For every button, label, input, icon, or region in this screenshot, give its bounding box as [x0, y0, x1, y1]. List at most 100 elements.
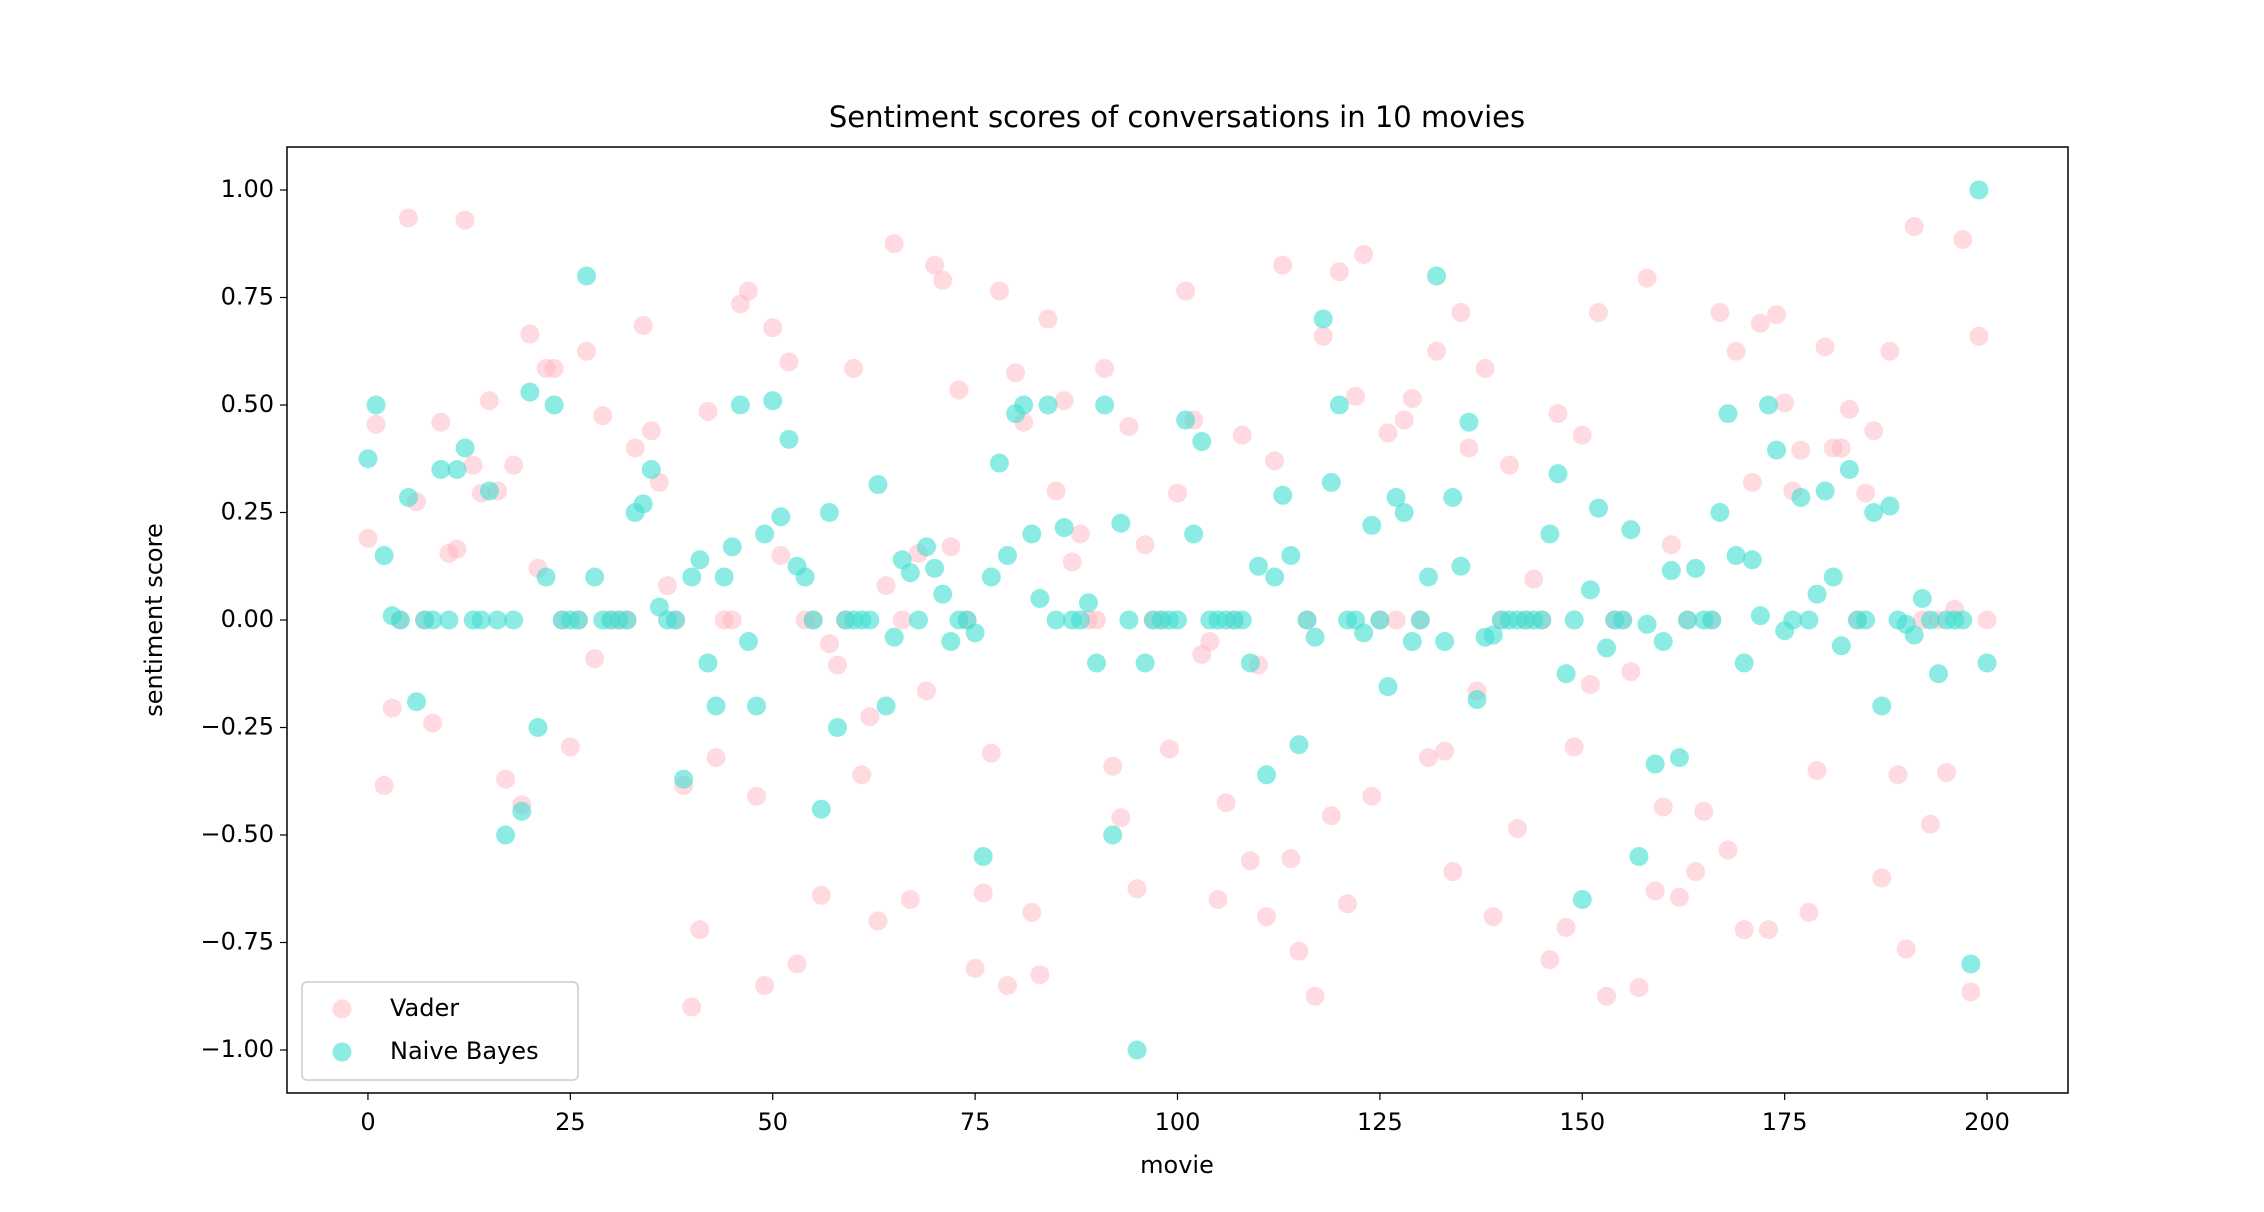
point	[795, 567, 815, 587]
point	[1046, 610, 1066, 630]
point	[868, 911, 888, 931]
point	[471, 610, 491, 630]
point	[479, 481, 499, 501]
point	[763, 391, 783, 411]
point	[1597, 986, 1617, 1006]
point	[1418, 567, 1438, 587]
point	[487, 610, 507, 630]
point	[827, 655, 847, 675]
y-tick-label: 0.75	[221, 283, 274, 311]
point	[358, 449, 378, 469]
point	[771, 507, 791, 527]
point	[811, 885, 831, 905]
point	[1831, 636, 1851, 656]
point	[1459, 438, 1479, 458]
x-tick-label: 125	[1357, 1108, 1403, 1136]
point	[1637, 614, 1657, 634]
point	[1710, 503, 1730, 522]
point	[682, 567, 702, 587]
point	[1920, 610, 1940, 630]
point	[1427, 266, 1447, 286]
point	[1864, 503, 1884, 522]
x-tick-label: 25	[555, 1108, 586, 1136]
point	[1961, 982, 1981, 1002]
point	[1192, 432, 1212, 452]
point	[431, 412, 451, 432]
point	[1402, 389, 1422, 409]
point	[1799, 610, 1819, 630]
point	[1783, 610, 1803, 630]
point	[496, 769, 516, 789]
point	[1629, 847, 1649, 866]
point	[1200, 632, 1220, 651]
point	[1467, 690, 1487, 710]
point	[1418, 748, 1438, 768]
point	[933, 270, 953, 290]
point	[860, 707, 880, 727]
point	[1823, 567, 1843, 587]
point	[1329, 262, 1349, 282]
point	[504, 455, 524, 475]
point	[633, 494, 653, 514]
y-tick-label: 0.50	[221, 390, 274, 418]
point	[1281, 849, 1301, 869]
point	[1321, 472, 1341, 492]
point	[755, 976, 775, 995]
point	[1904, 217, 1924, 237]
point	[722, 610, 742, 630]
point	[1103, 756, 1123, 776]
point	[1540, 524, 1560, 544]
point	[577, 341, 597, 361]
point	[811, 799, 831, 819]
point	[1580, 580, 1600, 600]
point	[439, 610, 459, 630]
point	[1394, 503, 1414, 522]
point	[528, 718, 548, 737]
y-tick-label: −1.00	[200, 1035, 274, 1063]
point	[1588, 303, 1608, 323]
point	[1329, 395, 1349, 415]
point	[884, 627, 904, 647]
point	[1297, 610, 1317, 630]
point	[1694, 801, 1714, 821]
point	[787, 954, 807, 974]
point	[925, 558, 945, 578]
point	[544, 395, 564, 415]
point	[1564, 610, 1584, 630]
point	[860, 610, 880, 630]
point	[1273, 255, 1293, 275]
point	[1718, 404, 1738, 424]
point	[1661, 561, 1681, 581]
point	[1864, 421, 1884, 441]
point	[1176, 410, 1196, 430]
point	[747, 786, 767, 806]
point	[1232, 425, 1252, 445]
point	[997, 546, 1017, 565]
point	[1799, 902, 1819, 922]
point	[593, 406, 613, 426]
point	[1669, 887, 1689, 907]
point	[1678, 610, 1698, 630]
point	[1896, 939, 1916, 959]
point	[504, 610, 524, 630]
point	[1758, 395, 1778, 415]
point	[455, 210, 475, 230]
point	[1111, 513, 1131, 533]
point	[917, 537, 937, 557]
point	[981, 743, 1001, 763]
point	[819, 634, 839, 654]
point	[1386, 487, 1406, 507]
point	[1928, 664, 1948, 684]
point	[1313, 309, 1333, 329]
point	[512, 801, 532, 821]
point	[1240, 851, 1260, 871]
point	[1402, 632, 1422, 651]
point	[1354, 623, 1374, 643]
point	[398, 487, 418, 507]
point	[423, 610, 443, 630]
point	[1758, 920, 1778, 940]
point	[1078, 593, 1098, 613]
point	[1087, 610, 1107, 630]
point	[1265, 451, 1285, 471]
